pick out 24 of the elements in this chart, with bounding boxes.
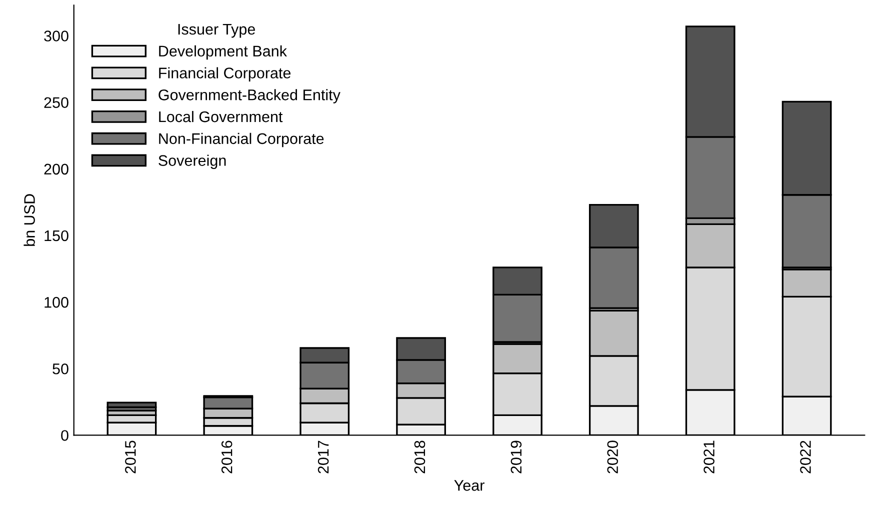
y-tick-label: 50 bbox=[52, 363, 68, 374]
y-tick-label: 250 bbox=[44, 97, 68, 108]
x-tick-label: 2017 bbox=[318, 440, 329, 474]
x-tick-label: 2019 bbox=[510, 440, 522, 474]
y-tick-label: 150 bbox=[44, 230, 68, 242]
y-axis-title: bn USD bbox=[24, 194, 35, 246]
x-tick-label: 2020 bbox=[607, 440, 618, 474]
x-tick-label: 2022 bbox=[800, 440, 811, 474]
x-tick-label: 2018 bbox=[414, 440, 426, 474]
legend-title: Issuer Type bbox=[178, 24, 255, 38]
legend-label: Local Government bbox=[159, 110, 283, 122]
x-tick-label: 2015 bbox=[125, 440, 136, 474]
legend-label: Financial Corporate bbox=[159, 67, 291, 82]
legend-label: Non-Financial Corporate bbox=[159, 132, 324, 148]
legend-label: Development Bank bbox=[159, 45, 287, 60]
legend-label: Sovereign bbox=[158, 154, 226, 169]
x-tick-label: 2021 bbox=[704, 440, 714, 474]
y-tick-label: 300 bbox=[44, 30, 68, 42]
legend-label: Government-Backed Entity bbox=[158, 89, 340, 104]
x-tick-label: 2016 bbox=[221, 440, 232, 474]
y-tick-label: 200 bbox=[44, 164, 68, 175]
y-tick-label: 0 bbox=[61, 430, 68, 441]
x-axis-title: Year bbox=[454, 480, 484, 491]
y-tick-label: 100 bbox=[44, 296, 68, 308]
